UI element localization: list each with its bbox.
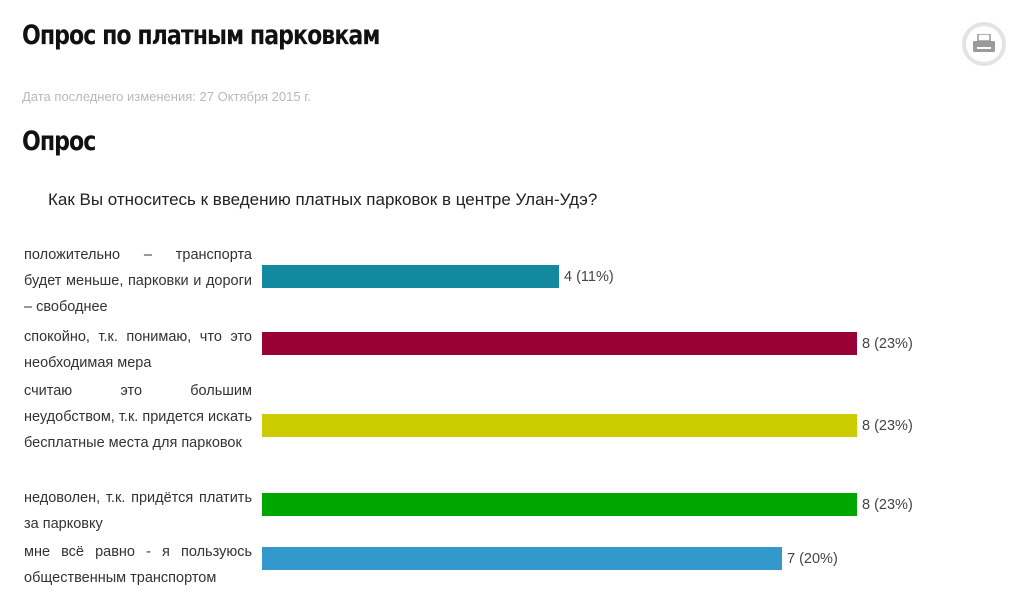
page-title: Опрос по платным парковкам xyxy=(22,20,380,51)
poll-question: Как Вы относитесь к введению платных пар… xyxy=(48,190,598,209)
result-bar xyxy=(262,414,857,437)
result-value: 8 (23%) xyxy=(862,497,913,513)
option-label: мне всё равно - я пользуюсь общественным… xyxy=(24,544,252,586)
result-value: 4 (11%) xyxy=(564,269,614,285)
result-value: 7 (20%) xyxy=(787,551,838,567)
option-label: считаю это большим неудобством, т.к. при… xyxy=(24,383,252,451)
result-bar xyxy=(262,547,782,570)
last-modified-date: Дата последнего изменения: 27 Октября 20… xyxy=(22,89,311,104)
result-bar xyxy=(262,493,857,516)
print-button[interactable] xyxy=(962,22,1006,66)
printer-icon xyxy=(973,34,995,52)
option-label: недоволен, т.к. придётся платить за парк… xyxy=(24,490,252,532)
option-label: спокойно, т.к. понимаю, что это необходи… xyxy=(24,329,252,371)
result-value: 8 (23%) xyxy=(862,418,913,434)
result-bar xyxy=(262,332,857,355)
result-value: 8 (23%) xyxy=(862,336,913,352)
section-title: Опрос xyxy=(22,126,96,157)
option-label: положительно – транспорта будет меньше, … xyxy=(24,247,252,315)
result-bar xyxy=(262,265,559,288)
